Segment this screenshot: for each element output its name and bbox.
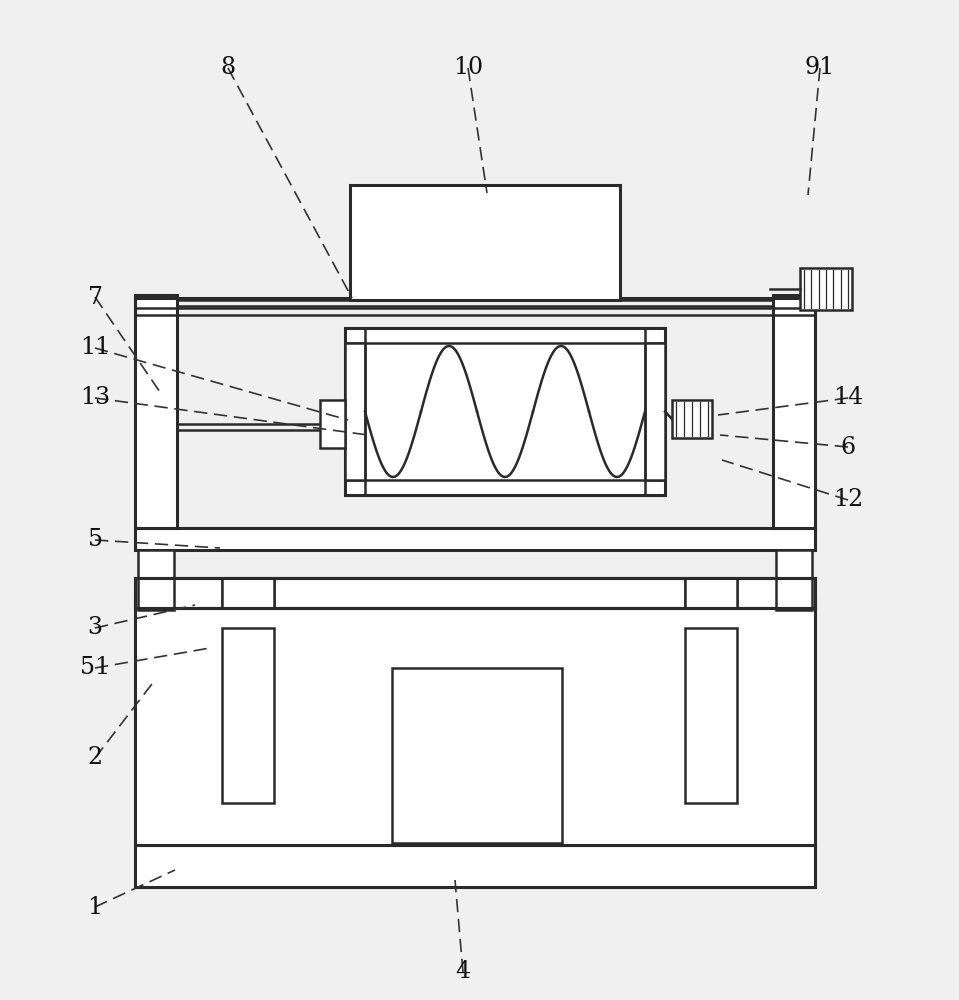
Bar	[800, 268, 852, 310]
Bar	[685, 578, 737, 608]
Text: 12: 12	[832, 488, 863, 512]
Bar	[138, 550, 174, 610]
Bar	[345, 343, 365, 480]
Text: 13: 13	[80, 386, 110, 410]
Bar	[135, 598, 815, 845]
Bar	[320, 400, 345, 448]
Text: 8: 8	[221, 56, 236, 80]
Text: 14: 14	[832, 386, 863, 410]
Bar	[773, 295, 815, 528]
Text: 1: 1	[87, 896, 103, 918]
Bar	[672, 400, 712, 438]
Bar	[222, 578, 274, 608]
Bar	[350, 185, 620, 300]
Bar	[645, 343, 665, 480]
Text: 5: 5	[87, 528, 103, 552]
Bar	[686, 579, 736, 607]
Bar	[222, 578, 274, 608]
Bar	[136, 579, 814, 607]
Bar	[135, 578, 815, 608]
Bar	[223, 579, 273, 607]
Bar	[136, 846, 814, 886]
Bar	[685, 628, 737, 803]
Bar	[392, 668, 562, 843]
Bar	[135, 528, 815, 550]
Text: 11: 11	[80, 336, 110, 360]
Bar	[135, 578, 815, 608]
Bar	[222, 628, 274, 803]
Bar	[135, 295, 177, 528]
Text: 4: 4	[456, 960, 471, 984]
Text: 3: 3	[87, 616, 103, 640]
Bar	[223, 629, 273, 802]
Text: 91: 91	[805, 56, 835, 80]
Text: 10: 10	[453, 56, 483, 80]
Bar	[686, 629, 736, 802]
Bar	[345, 328, 665, 495]
Bar	[776, 550, 812, 610]
Text: 51: 51	[80, 656, 110, 680]
Text: 7: 7	[87, 286, 103, 308]
Bar	[135, 845, 815, 887]
Bar	[685, 578, 737, 608]
Text: 6: 6	[840, 436, 855, 458]
Text: 2: 2	[87, 746, 103, 770]
